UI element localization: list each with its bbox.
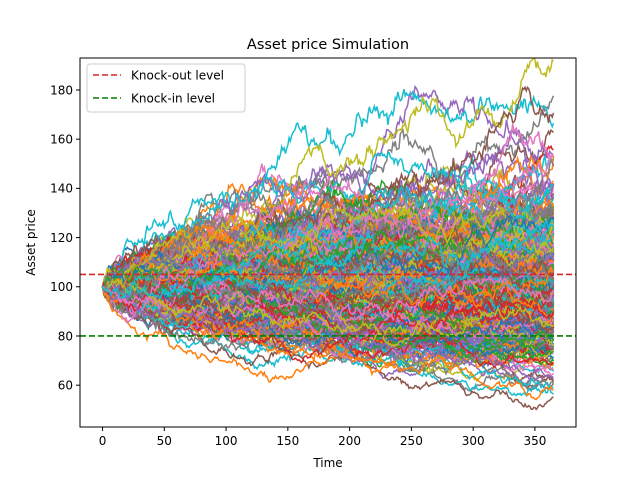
price-path	[101, 241, 554, 315]
price-path	[101, 252, 554, 319]
x-tick-label: 50	[157, 434, 172, 448]
y-tick-label: 160	[50, 132, 73, 146]
y-tick-label: 120	[50, 231, 73, 245]
price-path	[101, 278, 555, 348]
x-tick-label: 200	[338, 434, 361, 448]
y-axis: 60 80 100 120 140 160 180	[50, 83, 80, 392]
legend-label-knock-out: Knock-out level	[131, 69, 224, 83]
y-tick-label: 180	[50, 83, 73, 97]
x-tick-label: 100	[215, 434, 238, 448]
x-axis-label: Time	[312, 456, 342, 470]
legend-box	[86, 63, 246, 113]
price-path	[101, 159, 555, 288]
price-path	[101, 286, 554, 383]
x-tick-label: 350	[523, 434, 546, 448]
y-axis-label: Asset price	[24, 209, 38, 275]
x-tick-label: 150	[276, 434, 299, 448]
x-axis: 0 50 100 150 200 250 300 350	[99, 427, 546, 448]
chart-title: Asset price Simulation	[247, 37, 409, 53]
y-tick-label: 80	[58, 329, 73, 343]
x-tick-label: 250	[400, 434, 423, 448]
price-path	[101, 218, 555, 300]
price-path	[101, 284, 555, 348]
simulated-paths	[101, 58, 555, 411]
price-path	[101, 219, 554, 299]
price-path	[101, 203, 555, 292]
y-tick-label: 140	[50, 182, 73, 196]
y-tick-label: 60	[58, 378, 73, 392]
y-tick-label: 100	[50, 280, 73, 294]
x-tick-label: 0	[99, 434, 107, 448]
legend-label-knock-in: Knock-in level	[131, 92, 215, 106]
legend: Knock-out level Knock-in level	[86, 63, 246, 113]
price-path	[102, 266, 555, 320]
reference-lines	[80, 273, 576, 337]
price-path	[102, 286, 555, 364]
plot-area-frame	[79, 57, 577, 428]
price-path	[101, 286, 554, 401]
x-tick-label: 300	[462, 434, 485, 448]
